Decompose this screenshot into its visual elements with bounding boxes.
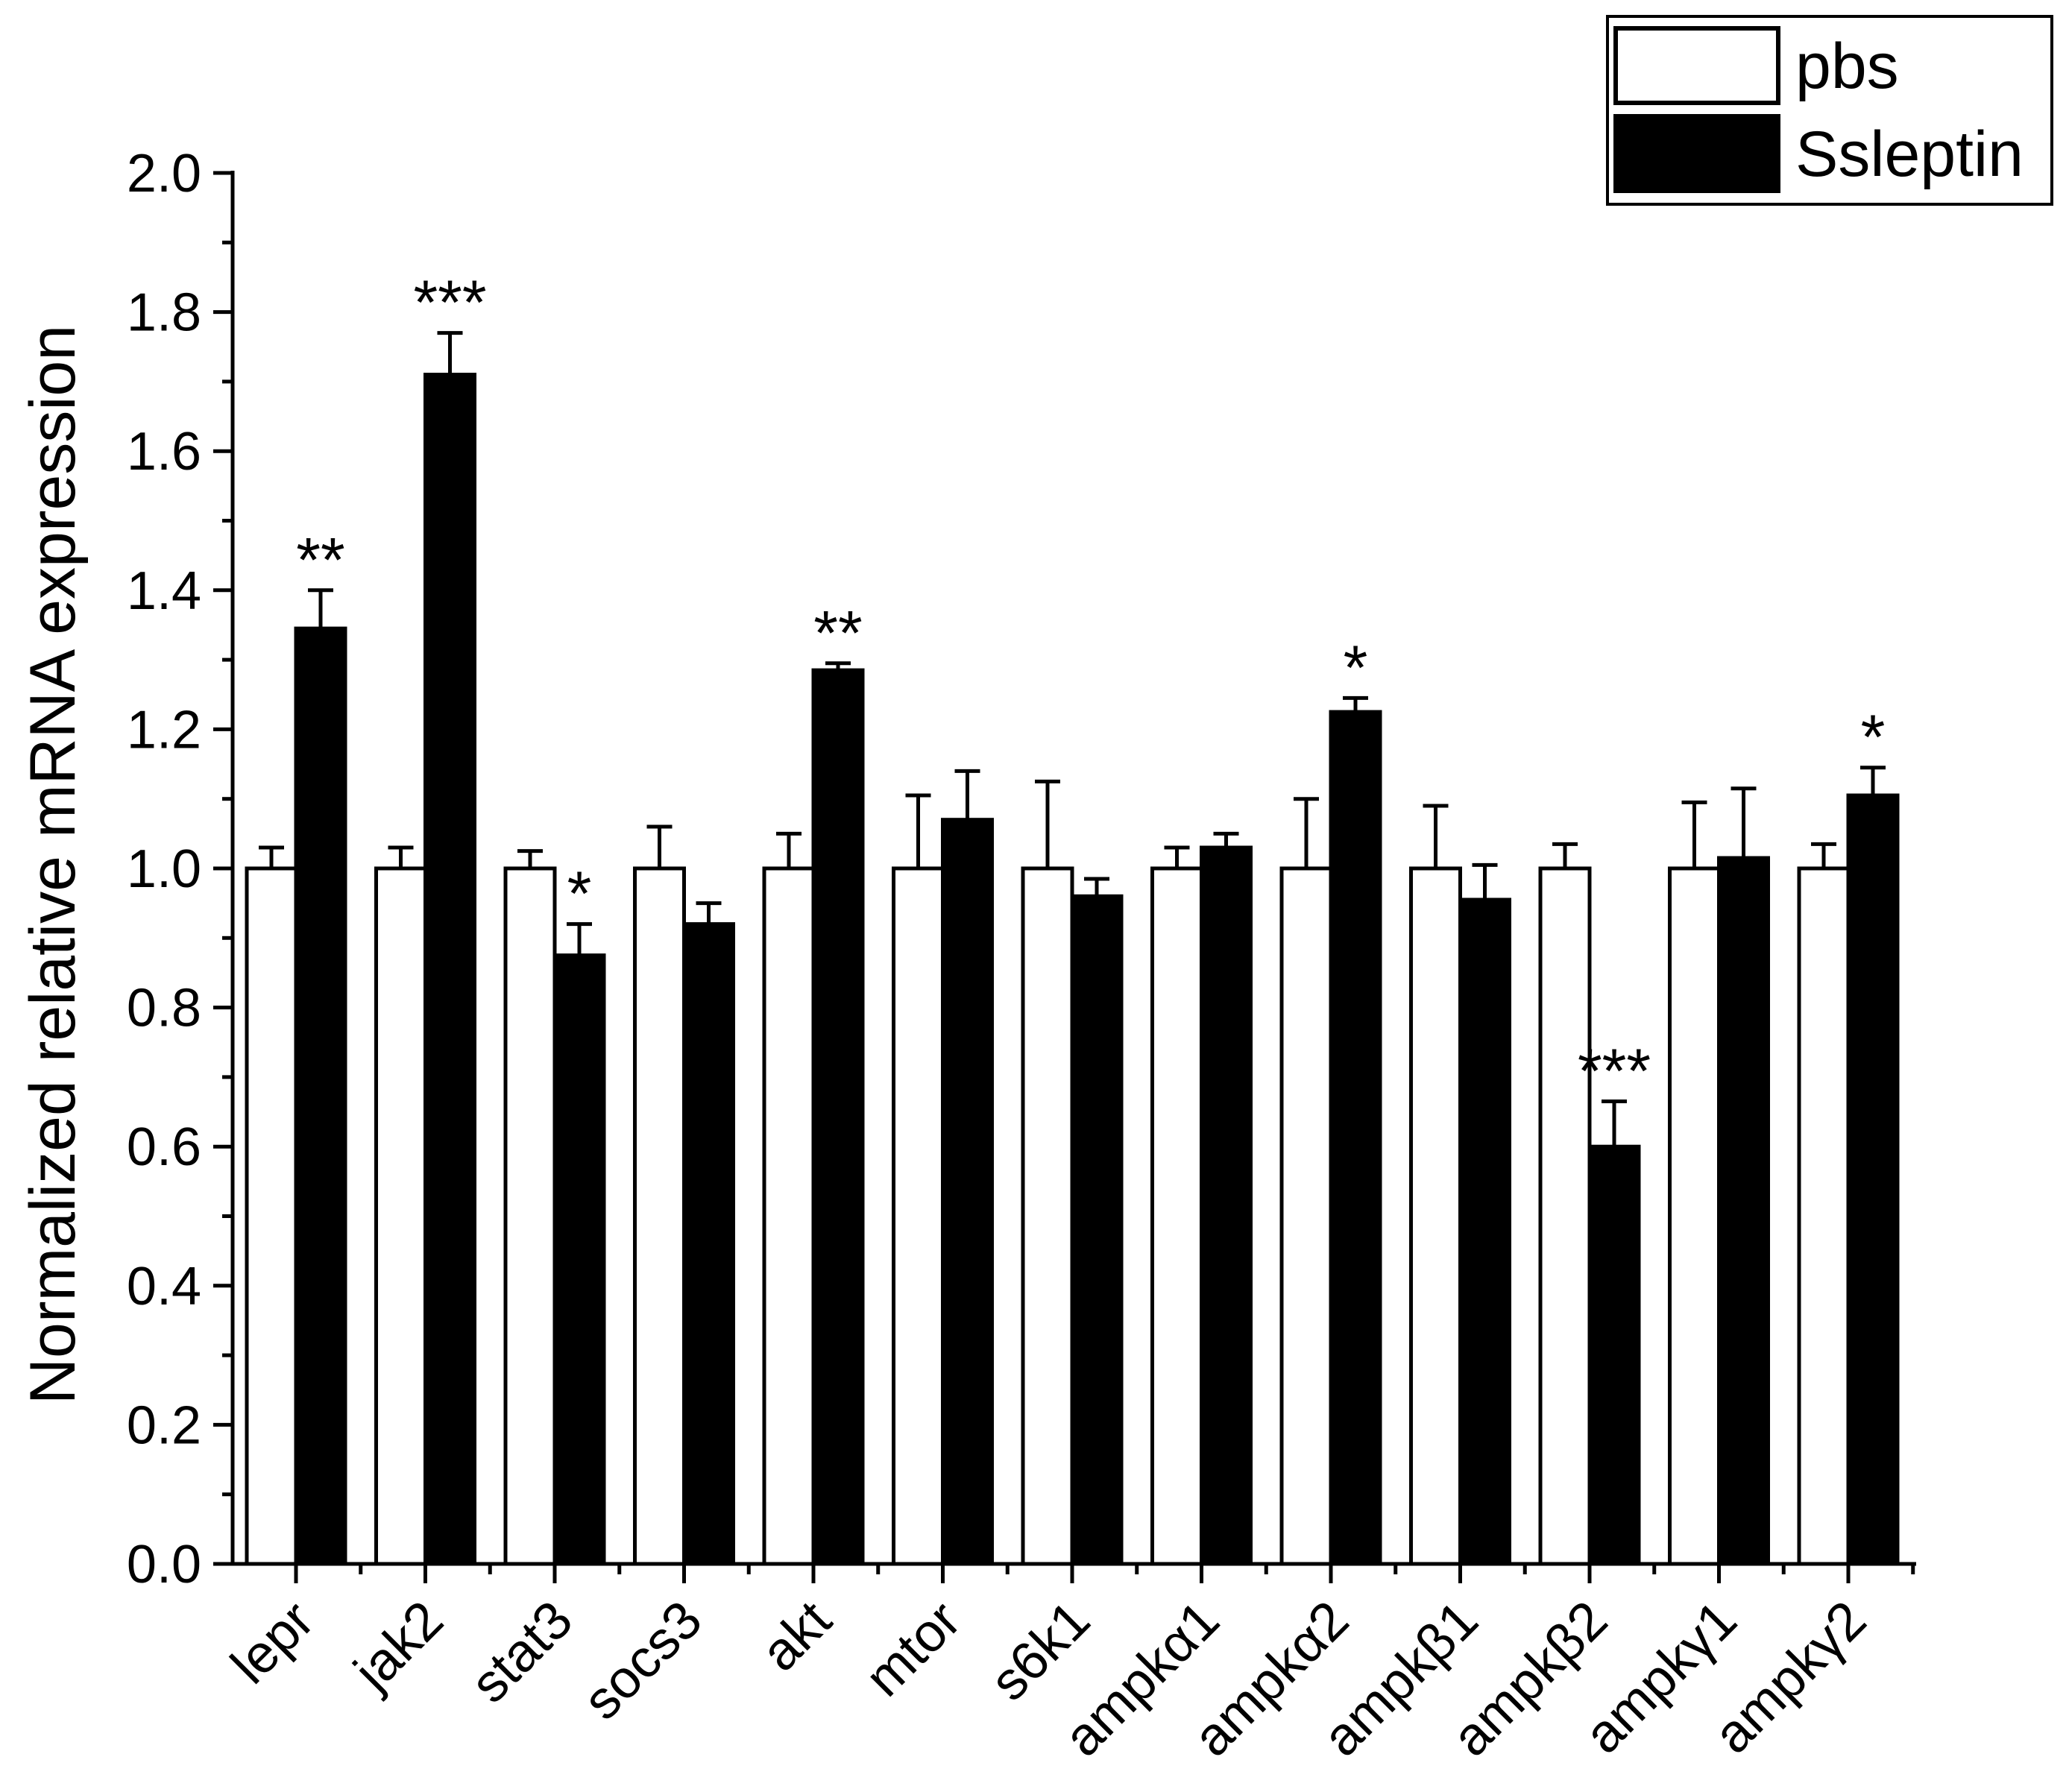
y-tick-label: 0.4	[127, 1257, 201, 1316]
significance-mark-10: ***	[1578, 1036, 1651, 1106]
bar-ssleptin-12	[1846, 793, 1900, 1566]
bar-ssleptin-0	[294, 626, 347, 1566]
legend-label-pbs: pbs	[1795, 31, 1899, 102]
bar-pbs-3	[633, 866, 686, 1566]
significance-layer: ******** *****	[296, 268, 1885, 1106]
bar-ssleptin-1	[423, 373, 476, 1566]
bar-ssleptin-3	[682, 922, 735, 1566]
y-tick-label: 0.8	[127, 979, 201, 1038]
y-tick-label: 2.0	[127, 144, 201, 204]
x-tick-label: s6k1	[979, 1590, 1101, 1712]
bar-ssleptin-2	[552, 953, 606, 1566]
bar-pbs-11	[1668, 866, 1721, 1566]
bar-pbs-0	[245, 866, 298, 1566]
y-tick-label: 0.0	[127, 1535, 201, 1594]
significance-mark-2: *	[567, 859, 592, 929]
significance-mark-12: *	[1861, 702, 1886, 772]
error-bars-layer	[259, 331, 1886, 1147]
legend: pbs Ssleptin	[1606, 15, 2053, 206]
significance-mark-4: **	[813, 598, 862, 668]
bar-pbs-12	[1797, 866, 1851, 1566]
bar-pbs-2	[503, 866, 557, 1566]
bar-ssleptin-10	[1587, 1144, 1641, 1566]
bar-ssleptin-5	[941, 818, 994, 1566]
x-tick-label: stat3	[459, 1590, 584, 1714]
y-tick-label: 1.2	[127, 700, 201, 760]
bar-ssleptin-11	[1717, 856, 1770, 1566]
x-tick-label: akt	[750, 1590, 843, 1682]
legend-swatch-pbs	[1613, 26, 1780, 105]
bar-pbs-10	[1538, 866, 1592, 1566]
bar-pbs-7	[1150, 866, 1203, 1566]
bar-pbs-9	[1409, 866, 1462, 1566]
bar-ssleptin-7	[1200, 845, 1253, 1566]
bar-pbs-6	[1021, 866, 1074, 1566]
x-tick-label: mtor	[854, 1590, 971, 1708]
y-tick-label: 0.6	[127, 1117, 201, 1177]
significance-mark-0: **	[296, 525, 344, 595]
legend-swatch-ssleptin	[1613, 114, 1780, 193]
y-tick-label: 0.2	[127, 1395, 201, 1455]
bar-ssleptin-6	[1070, 894, 1124, 1566]
y-tick-label: 1.0	[127, 839, 201, 899]
significance-mark-1: ***	[413, 268, 486, 338]
bar-ssleptin-9	[1458, 897, 1511, 1566]
x-tick-label: socs3	[572, 1590, 714, 1732]
bar-ssleptin-8	[1329, 710, 1382, 1566]
y-tick-label: 1.4	[127, 561, 201, 621]
bar-ssleptin-4	[811, 668, 865, 1566]
y-tick-label: 1.8	[127, 283, 201, 343]
x-tick-label: lepr	[220, 1590, 325, 1695]
x-tick-label: jak2	[341, 1590, 454, 1703]
y-axis-title: Normalized relative mRNA expression	[17, 325, 89, 1404]
legend-label-ssleptin: Ssleptin	[1795, 119, 2024, 190]
bars-layer	[245, 373, 1900, 1566]
bar-pbs-8	[1279, 866, 1333, 1566]
bar-pbs-5	[892, 866, 945, 1566]
y-tick-label: 1.6	[127, 422, 201, 482]
bar-pbs-1	[374, 866, 427, 1566]
significance-mark-8: *	[1344, 632, 1368, 702]
bar-pbs-4	[762, 866, 816, 1566]
